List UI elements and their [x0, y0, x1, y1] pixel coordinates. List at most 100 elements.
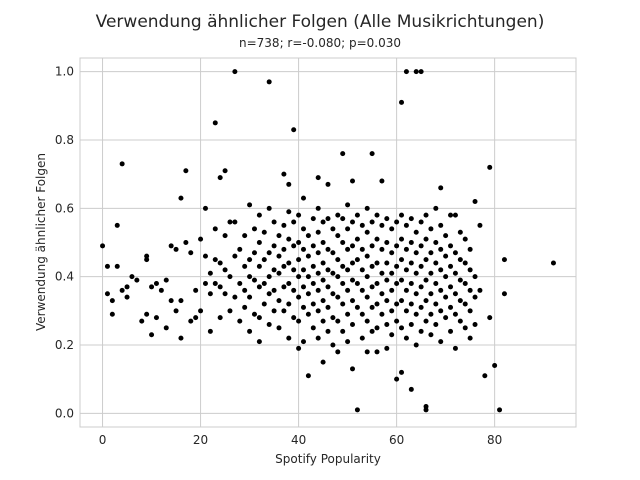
x-tick-label: 80 [487, 433, 502, 447]
data-point [438, 308, 444, 314]
data-point [119, 161, 125, 167]
data-point [457, 318, 463, 324]
data-point [399, 325, 405, 331]
data-point [286, 209, 292, 215]
data-point [222, 267, 228, 273]
data-point [457, 257, 463, 263]
data-point [413, 291, 419, 297]
data-point [364, 318, 370, 324]
data-point [448, 284, 454, 290]
data-point [438, 267, 444, 273]
data-point [227, 308, 233, 314]
data-point [256, 284, 262, 290]
data-point [144, 253, 150, 259]
data-point [399, 369, 405, 375]
data-point [457, 229, 463, 235]
data-point [310, 216, 316, 222]
data-point [237, 246, 243, 252]
data-point [345, 339, 351, 345]
data-point [433, 322, 439, 327]
data-point [497, 407, 503, 413]
data-point [271, 287, 277, 293]
data-point [296, 345, 302, 351]
data-point [408, 322, 414, 327]
data-point [399, 277, 405, 283]
data-point [399, 257, 405, 263]
x-tick-label: 0 [99, 433, 107, 447]
data-point [144, 257, 150, 263]
chart-subtitle: n=738; r=-0.080; p=0.030 [239, 36, 401, 50]
data-point [413, 250, 419, 256]
data-point [364, 294, 370, 300]
data-point [335, 274, 341, 280]
data-point [428, 270, 434, 276]
data-point [256, 263, 262, 269]
data-point [222, 233, 228, 239]
data-point [443, 274, 449, 280]
data-point [413, 311, 419, 317]
data-point [149, 332, 155, 338]
data-point [256, 212, 262, 218]
data-point [384, 277, 390, 283]
data-point [418, 243, 424, 249]
data-point [364, 253, 370, 259]
data-point [286, 281, 292, 286]
data-point [379, 311, 385, 317]
y-axis-label: Verwendung ähnlicher Folgen [34, 153, 48, 331]
data-point [183, 168, 189, 174]
data-point [296, 318, 302, 324]
data-point [448, 212, 454, 218]
grid-lines [80, 58, 576, 427]
x-tick-label: 60 [389, 433, 404, 447]
data-point [247, 257, 253, 263]
data-point [389, 250, 395, 256]
data-point [487, 315, 493, 321]
data-point [369, 219, 375, 225]
data-point [408, 301, 414, 307]
data-point [310, 301, 316, 307]
data-point [330, 250, 336, 256]
data-point [477, 222, 483, 228]
data-point [163, 325, 169, 331]
data-point [467, 335, 473, 341]
data-point [448, 304, 454, 310]
data-point [193, 315, 199, 321]
data-point [399, 298, 405, 304]
data-point [256, 339, 262, 345]
data-point [310, 281, 316, 286]
data-point [403, 222, 409, 228]
data-point [428, 291, 434, 297]
data-point [472, 199, 478, 204]
data-point [452, 311, 458, 317]
data-point [374, 301, 380, 307]
y-tick-label: 0.2 [55, 338, 74, 352]
data-point [149, 284, 155, 290]
data-point [335, 349, 341, 355]
data-point [467, 287, 473, 293]
data-point [374, 281, 380, 286]
data-point [305, 291, 311, 297]
data-point [399, 236, 405, 242]
data-point [408, 240, 414, 245]
data-point [291, 315, 297, 321]
data-point [448, 263, 454, 269]
data-point [467, 308, 473, 314]
data-point [408, 260, 414, 266]
data-point [330, 270, 336, 276]
data-point [394, 376, 400, 382]
data-point [359, 246, 365, 252]
data-point [217, 315, 223, 321]
data-point [134, 277, 140, 283]
data-point [384, 240, 390, 245]
data-point [305, 253, 311, 259]
data-point [423, 404, 429, 409]
data-point [350, 219, 356, 225]
data-point [168, 243, 174, 249]
data-point [310, 263, 316, 269]
x-tick-label: 40 [291, 433, 306, 447]
data-point [198, 236, 204, 242]
data-point [345, 287, 351, 293]
data-point [139, 318, 145, 324]
data-point [217, 260, 223, 266]
plot-area [79, 57, 577, 428]
